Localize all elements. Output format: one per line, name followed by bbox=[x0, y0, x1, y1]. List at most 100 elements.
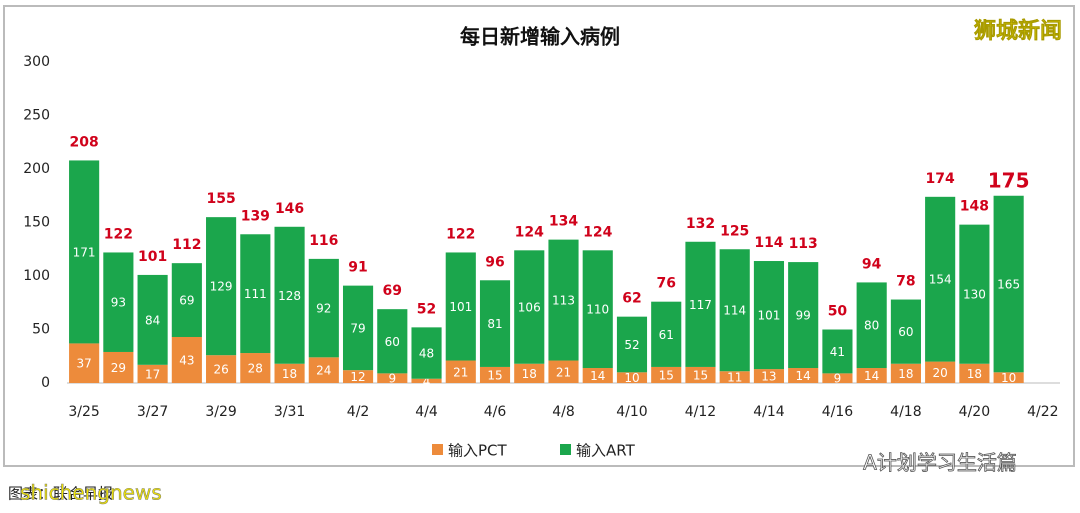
total-label: 94 bbox=[862, 256, 882, 272]
bar-segment bbox=[411, 327, 442, 379]
watermark: 狮城新闻 bbox=[974, 18, 1062, 44]
legend-swatch bbox=[560, 444, 571, 455]
value-label: 81 bbox=[487, 317, 502, 331]
x-tick-label: 4/12 bbox=[685, 404, 716, 420]
y-tick-label: 300 bbox=[23, 54, 50, 70]
x-tick-label: 4/14 bbox=[753, 404, 785, 420]
value-label: 18 bbox=[522, 367, 537, 381]
bar-segment bbox=[514, 250, 545, 364]
frame bbox=[3, 5, 1075, 467]
value-label: 43 bbox=[179, 353, 194, 367]
bar-segment bbox=[69, 160, 100, 344]
chart-title: 每日新增输入病例 bbox=[460, 25, 620, 49]
bar-segment bbox=[377, 309, 408, 374]
x-tick-label: 4/4 bbox=[415, 404, 438, 420]
total-label: 62 bbox=[622, 291, 641, 307]
source: 图表：联合早报 bbox=[8, 485, 113, 503]
bar-segment bbox=[993, 372, 1024, 383]
value-label: 15 bbox=[693, 368, 708, 382]
value-label: 18 bbox=[967, 367, 982, 381]
bar-segment bbox=[890, 299, 921, 364]
bar-segment bbox=[616, 316, 648, 373]
value-label: 4 bbox=[423, 374, 431, 388]
y-tick-label: 200 bbox=[23, 161, 50, 177]
value-label: 28 bbox=[248, 362, 263, 376]
value-label: 11 bbox=[727, 371, 742, 385]
total-label: 122 bbox=[446, 226, 475, 242]
x-tick-label: 3/31 bbox=[274, 404, 305, 420]
x-tick-label: 4/2 bbox=[347, 404, 370, 420]
value-label: 9 bbox=[388, 372, 396, 386]
bar-segment bbox=[582, 368, 613, 383]
value-label: 130 bbox=[963, 288, 986, 302]
total-label: 174 bbox=[926, 171, 955, 187]
bar-segment bbox=[411, 378, 442, 383]
bar-segment bbox=[856, 282, 887, 369]
total-label: 116 bbox=[309, 233, 338, 249]
account: A计划学习生活篇 bbox=[863, 451, 1017, 475]
value-label: 15 bbox=[659, 368, 674, 382]
bar-segment bbox=[137, 274, 168, 365]
value-label: 37 bbox=[76, 357, 91, 371]
bar-segment bbox=[651, 366, 682, 383]
total-label: 113 bbox=[789, 236, 818, 252]
bar-segment bbox=[548, 360, 579, 383]
bar-segment bbox=[925, 361, 956, 383]
bar-segment bbox=[685, 366, 716, 383]
x-tick-label: 3/25 bbox=[68, 404, 99, 420]
total-label: 69 bbox=[383, 283, 402, 299]
bar-segment bbox=[959, 363, 990, 383]
bar-segment bbox=[308, 258, 339, 358]
x-tick-label: 4/8 bbox=[552, 404, 575, 420]
value-label: 92 bbox=[316, 302, 331, 316]
value-label: 110 bbox=[586, 303, 609, 317]
value-label: 114 bbox=[723, 304, 746, 318]
bar-segment bbox=[753, 261, 785, 370]
total-label: 91 bbox=[348, 260, 367, 276]
bar-segment bbox=[274, 363, 305, 383]
total-label: 139 bbox=[241, 208, 270, 224]
value-label: 99 bbox=[796, 309, 811, 323]
bar-segment bbox=[925, 196, 956, 362]
value-label: 41 bbox=[830, 345, 845, 359]
total-label: 124 bbox=[583, 224, 612, 240]
bar-segment bbox=[685, 241, 716, 367]
value-label: 24 bbox=[316, 364, 331, 378]
bar-segment bbox=[788, 262, 819, 369]
x-tick-label: 4/16 bbox=[822, 404, 854, 420]
value-label: 101 bbox=[449, 300, 472, 314]
legend-swatch bbox=[432, 444, 443, 455]
value-label: 9 bbox=[834, 372, 842, 386]
value-label: 21 bbox=[453, 365, 468, 379]
value-label: 10 bbox=[624, 371, 639, 385]
value-label: 106 bbox=[518, 301, 541, 315]
bar-segment bbox=[308, 357, 339, 383]
value-label: 113 bbox=[552, 294, 575, 308]
bar-segment bbox=[103, 351, 134, 383]
value-label: 171 bbox=[73, 245, 96, 259]
value-label: 52 bbox=[624, 338, 639, 352]
value-label: 20 bbox=[933, 366, 948, 380]
bar-segment bbox=[206, 355, 237, 383]
value-label: 17 bbox=[145, 367, 160, 381]
total-label: 76 bbox=[656, 276, 675, 292]
value-label: 15 bbox=[487, 368, 502, 382]
value-label: 154 bbox=[929, 273, 952, 287]
value-label: 61 bbox=[659, 328, 674, 342]
value-label: 12 bbox=[350, 370, 365, 384]
y-tick-label: 100 bbox=[23, 268, 50, 284]
value-label: 128 bbox=[278, 289, 301, 303]
total-label: 78 bbox=[896, 274, 915, 290]
bar-segment bbox=[445, 360, 476, 383]
bar-segment bbox=[137, 364, 168, 383]
bar-segment bbox=[788, 368, 819, 383]
y-tick-label: 150 bbox=[23, 215, 50, 231]
value-label: 18 bbox=[282, 367, 297, 381]
total-label: 146 bbox=[275, 201, 304, 217]
bar-segment bbox=[993, 195, 1024, 373]
value-label: 111 bbox=[244, 287, 267, 301]
bar-segment bbox=[240, 234, 271, 354]
value-label: 14 bbox=[864, 369, 879, 383]
value-label: 26 bbox=[213, 363, 228, 377]
x-tick-label: 4/20 bbox=[959, 404, 990, 420]
